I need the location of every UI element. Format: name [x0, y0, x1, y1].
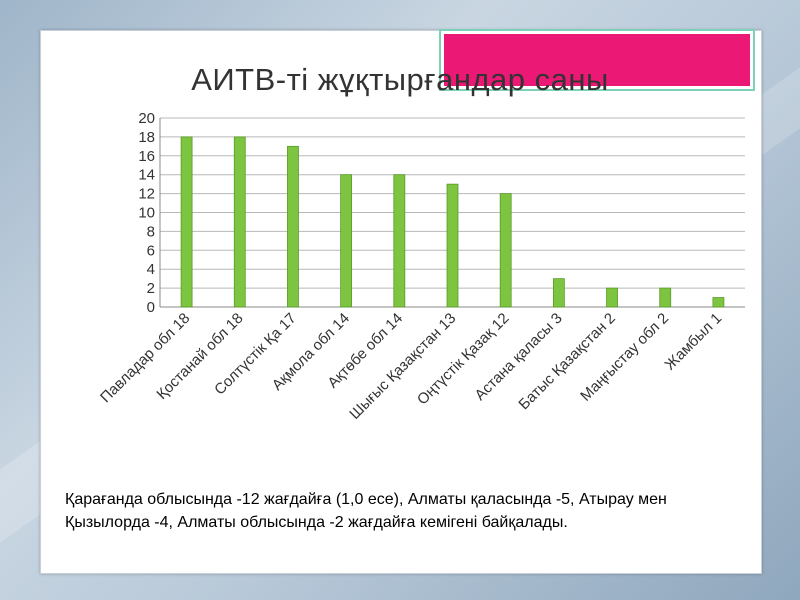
- bar: [446, 183, 459, 308]
- x-tick-label: Шығыс Қазақстан 13: [346, 310, 459, 423]
- bar: [712, 297, 725, 308]
- accent-box: [439, 29, 755, 91]
- bar: [180, 136, 193, 308]
- y-tick-label: 2: [147, 280, 155, 297]
- y-tick-label: 16: [138, 148, 155, 165]
- bar: [499, 193, 512, 308]
- y-tick-label: 14: [138, 167, 155, 184]
- y-tick-label: 0: [147, 299, 155, 316]
- y-tick-label: 4: [147, 261, 155, 278]
- bar: [233, 136, 246, 308]
- y-tick-label: 12: [138, 186, 155, 203]
- y-tick-label: 20: [138, 110, 155, 127]
- caption-text: Қарағанда облысында -12 жағдайға (1,0 ес…: [65, 491, 667, 531]
- bar: [606, 287, 618, 308]
- chart-title: АИТВ-ті жұқтырғандар саны: [191, 62, 609, 97]
- bar: [287, 145, 299, 308]
- bar: [340, 174, 353, 308]
- y-tick-label: 10: [138, 205, 155, 222]
- bar: [393, 174, 406, 308]
- y-tick-label: 8: [147, 223, 155, 240]
- x-tick-label: Павладар обл 18: [97, 310, 193, 406]
- y-tick-label: 18: [138, 129, 155, 146]
- bar: [552, 278, 565, 308]
- y-tick-label: 6: [147, 242, 155, 259]
- x-tick-label: Батыс Қазақстан 2: [515, 310, 618, 413]
- x-tick-label: Жамбыл 1: [661, 310, 725, 374]
- bar: [659, 287, 672, 308]
- x-tick-label: Оңтүстік Қазақ 12: [414, 310, 513, 409]
